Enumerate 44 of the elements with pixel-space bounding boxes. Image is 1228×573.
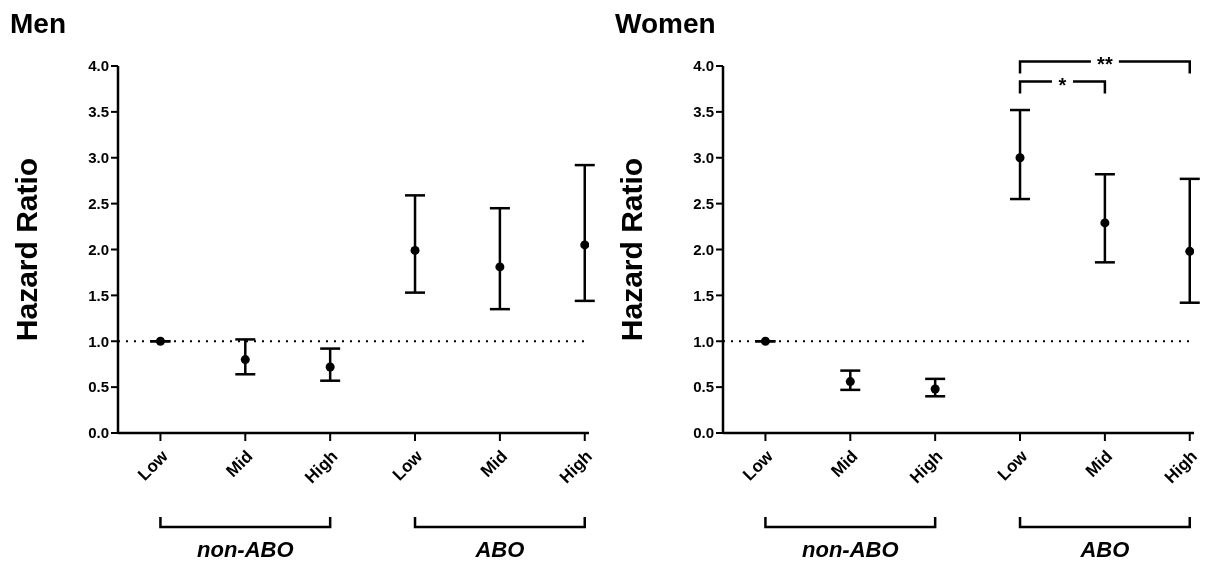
y-tick-label: 2.0 bbox=[693, 240, 714, 258]
y-tick-label: 3.0 bbox=[88, 149, 109, 167]
y-tick-label: 3.0 bbox=[693, 149, 714, 167]
y-tick-label: 3.5 bbox=[88, 103, 109, 121]
point bbox=[930, 384, 940, 394]
y-tick-label: 1.0 bbox=[693, 332, 714, 350]
y-tick-label: 4.0 bbox=[693, 57, 714, 75]
point bbox=[240, 355, 250, 365]
y-axis-title: Hazard Ratio bbox=[614, 157, 648, 342]
chart-title: Women bbox=[615, 8, 716, 40]
point bbox=[1100, 218, 1110, 228]
y-tick-label: 2.5 bbox=[88, 194, 109, 212]
point bbox=[845, 377, 855, 387]
point bbox=[155, 336, 165, 346]
point bbox=[325, 362, 335, 372]
y-tick-label: 0.5 bbox=[693, 378, 714, 396]
point bbox=[495, 262, 505, 272]
y-tick-label: 0.5 bbox=[88, 378, 109, 396]
point bbox=[1015, 153, 1025, 163]
text: non-ABO bbox=[802, 537, 899, 562]
y-tick-label: 0.0 bbox=[88, 424, 109, 442]
text: ABO bbox=[1079, 537, 1130, 562]
chart-title: Men bbox=[10, 8, 66, 40]
x-tick-label: Mid bbox=[827, 446, 862, 481]
y-tick-label: 0.0 bbox=[693, 424, 714, 442]
x-tick-label: Mid bbox=[476, 446, 512, 481]
text: non-ABO bbox=[197, 537, 294, 562]
x-tick-label: Mid bbox=[1081, 446, 1117, 481]
y-tick-label: 1.5 bbox=[693, 286, 714, 304]
annotation: ** bbox=[1097, 53, 1113, 76]
y-tick-label: 2.5 bbox=[693, 194, 714, 212]
y-tick-label: 1.0 bbox=[88, 332, 109, 350]
y-tick-label: 4.0 bbox=[88, 57, 109, 75]
point bbox=[410, 245, 420, 255]
text: ABO bbox=[474, 537, 525, 562]
y-tick-label: 1.5 bbox=[88, 286, 109, 304]
point bbox=[760, 336, 770, 346]
point bbox=[1185, 246, 1194, 256]
y-tick-label: 2.0 bbox=[88, 240, 109, 258]
y-tick-label: 3.5 bbox=[693, 103, 714, 121]
annotation: * bbox=[1058, 73, 1067, 96]
x-tick-label: Mid bbox=[222, 446, 257, 481]
y-axis-title: Hazard Ratio bbox=[9, 157, 43, 342]
point bbox=[580, 240, 589, 250]
